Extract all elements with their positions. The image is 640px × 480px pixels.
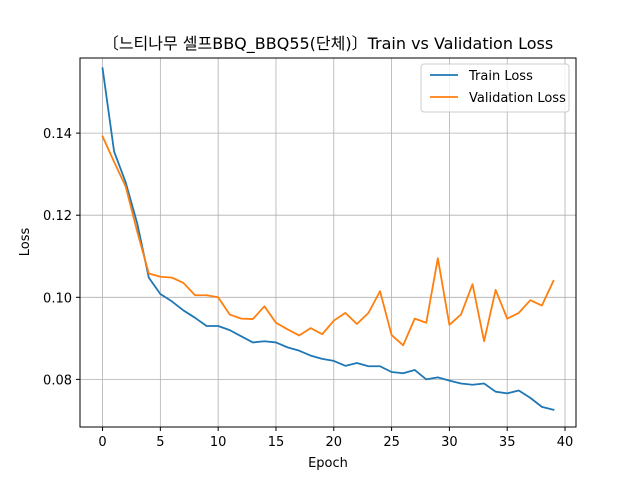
series-line-train-loss	[101, 67, 555, 411]
y-tick-label: 0.08	[43, 373, 72, 388]
x-tick-label: 5	[156, 435, 164, 450]
x-tick-label: 10	[210, 435, 227, 450]
x-tick-label: 40	[557, 435, 574, 450]
y-tick-label: 0.10	[43, 291, 72, 306]
y-tick-label: 0.14	[43, 127, 72, 142]
x-tick-label: 0	[98, 435, 106, 450]
legend-frame	[420, 63, 570, 113]
y-axis-label: Loss	[18, 228, 33, 257]
legend: Train Loss Validation Loss	[420, 63, 570, 113]
x-tick-label: 20	[326, 435, 343, 450]
x-axis-ticks: 0 5 10 15 20 25 30 35 40	[98, 427, 573, 450]
x-tick-label: 30	[441, 435, 458, 450]
y-tick-label: 0.12	[43, 209, 72, 224]
x-tick-label: 25	[383, 435, 400, 450]
legend-label-validation: Validation Loss	[469, 91, 566, 106]
legend-label-train: Train Loss	[468, 69, 533, 84]
plot-area-frame	[79, 57, 577, 428]
chart-title: 〔느티나무 셀프BBQ_BBQ55(단체)〕Train vs Validatio…	[103, 34, 553, 54]
series-layer	[101, 67, 555, 411]
y-axis-ticks: 0.08 0.10 0.12 0.14	[43, 127, 80, 388]
grid-lines	[80, 58, 576, 427]
x-tick-label: 35	[499, 435, 516, 450]
x-tick-label: 15	[268, 435, 285, 450]
x-axis-label: Epoch	[308, 456, 348, 471]
series-line-validation-loss	[101, 135, 555, 347]
